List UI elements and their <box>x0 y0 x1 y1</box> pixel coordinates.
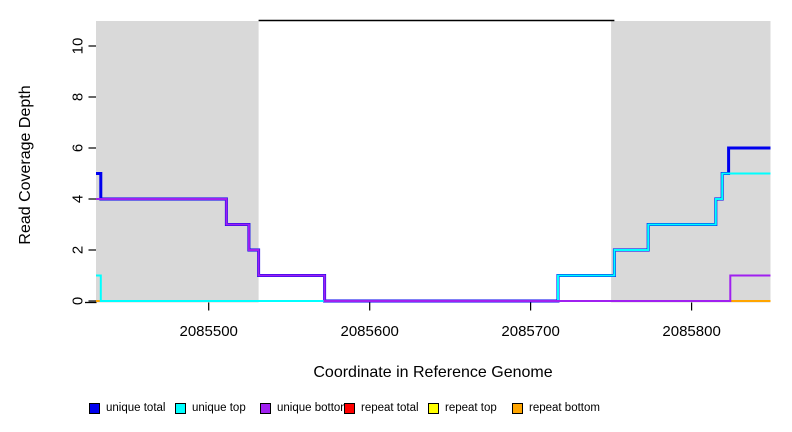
y-tick-label: 10 <box>70 38 87 55</box>
x-tick-label: 2085500 <box>179 323 237 340</box>
plot-area: 2085500 2085600 2085700 2085800 0 2 4 6 8 10 <box>70 19 771 340</box>
x-tick-label: 2085800 <box>662 323 720 340</box>
y-tick-label: 4 <box>70 195 87 203</box>
y-tick-label: 8 <box>70 93 87 101</box>
series-unique-bottom <box>96 198 771 302</box>
series-unique-top <box>96 172 771 302</box>
y-tick-label: 0 <box>70 297 87 305</box>
y-axis-title: Read Coverage Depth <box>17 85 34 244</box>
y-tick-label: 2 <box>70 246 87 254</box>
repeat-region-left <box>96 21 259 303</box>
x-tick-label: 2085700 <box>501 323 559 340</box>
y-tick-label: 6 <box>70 144 87 152</box>
x-axis-title: Coordinate in Reference Genome <box>313 364 552 381</box>
x-tick-label: 2085600 <box>340 323 398 340</box>
repeat-region-right <box>611 21 771 303</box>
